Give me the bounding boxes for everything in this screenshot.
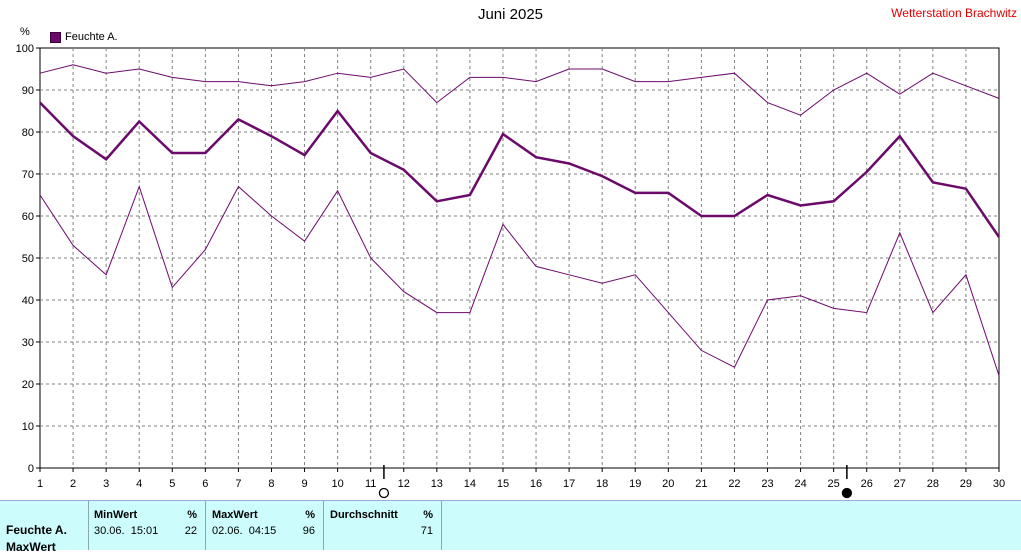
x-tick-label: 26: [861, 478, 873, 490]
x-tick-label: 30: [993, 478, 1005, 490]
x-tick-label: 18: [596, 478, 608, 490]
x-tick-label: 1: [37, 478, 43, 490]
x-tick-label: 5: [169, 478, 175, 490]
y-tick-label: 70: [22, 169, 34, 181]
x-tick-label: 11: [365, 478, 376, 490]
x-tick-label: 10: [331, 478, 343, 490]
x-tick-label: 25: [828, 478, 840, 490]
stats-avg-column: Durchschnitt % 71: [324, 501, 442, 550]
x-tick-label: 21: [695, 478, 707, 490]
avg-value: 71: [420, 525, 433, 537]
x-tick-label: 22: [728, 478, 740, 490]
x-tick-label: 20: [662, 478, 674, 490]
x-tick-label: 9: [301, 478, 307, 490]
x-tick-label: 17: [563, 478, 575, 490]
x-tick-label: 29: [960, 478, 972, 490]
x-tick-label: 15: [497, 478, 509, 490]
x-tick-label: 6: [202, 478, 208, 490]
avg-unit: %: [423, 509, 433, 521]
x-tick-label: 4: [136, 478, 142, 490]
max-time: 02.06. 04:15: [212, 525, 277, 537]
x-tick-label: 16: [530, 478, 542, 490]
legend-label: Feuchte A.: [65, 31, 118, 43]
series-line-max: [39, 64, 1000, 116]
x-tick-label: 13: [431, 478, 443, 490]
stats-max-column: MaxWert % 02.06. 04:15 96: [206, 501, 324, 550]
x-tick-label: 19: [629, 478, 641, 490]
y-tick-label: 0: [28, 463, 34, 475]
y-tick-label: 60: [22, 211, 34, 223]
x-tick-label: 24: [794, 478, 806, 490]
x-tick-label: 27: [894, 478, 906, 490]
min-time: 30.06. 15:01: [94, 525, 159, 537]
station-name: Wetterstation Brachwitz: [891, 6, 1017, 20]
y-tick-label: 100: [16, 43, 34, 55]
max-header: MaxWert: [212, 509, 258, 521]
max-unit: %: [305, 509, 315, 521]
series-line-min: [39, 185, 1000, 376]
y-tick-label: 50: [22, 253, 34, 265]
x-tick-label: 28: [927, 478, 939, 490]
stats-row-label: Feuchte A.: [6, 523, 67, 537]
x-tick-label: 12: [398, 478, 410, 490]
plot-area: [39, 47, 1000, 469]
min-header: MinWert: [94, 509, 138, 521]
full-moon-icon: [378, 487, 390, 499]
y-tick-label: 10: [22, 421, 34, 433]
legend-swatch: [50, 31, 61, 43]
min-value: 22: [184, 525, 197, 537]
stats-panel: Feuchte A. MaxWert MinWert % 30.06. 15:0…: [0, 500, 1021, 554]
y-axis-unit: %: [20, 26, 30, 38]
x-tick-label: 3: [103, 478, 109, 490]
stats-label-column: [0, 501, 89, 550]
x-tick-label: 2: [70, 478, 76, 490]
y-tick-label: 30: [22, 337, 34, 349]
stats-min-column: MinWert % 30.06. 15:01 22: [89, 501, 206, 550]
y-tick-label: 80: [22, 127, 34, 139]
series-line-avg: [39, 101, 1001, 238]
x-tick-label: 7: [235, 478, 241, 490]
y-tick-label: 90: [22, 85, 34, 97]
legend: Feuchte A.: [50, 31, 118, 43]
chart-title: Juni 2025: [477, 6, 544, 23]
avg-header: Durchschnitt: [330, 509, 398, 521]
max-value: 96: [302, 525, 315, 537]
new-moon-icon: [841, 487, 853, 499]
y-tick-label: 20: [22, 379, 34, 391]
x-tick-label: 14: [464, 478, 476, 490]
x-tick-label: 23: [761, 478, 773, 490]
x-tick-label: 8: [268, 478, 274, 490]
min-unit: %: [187, 509, 197, 521]
y-tick-label: 40: [22, 295, 34, 307]
